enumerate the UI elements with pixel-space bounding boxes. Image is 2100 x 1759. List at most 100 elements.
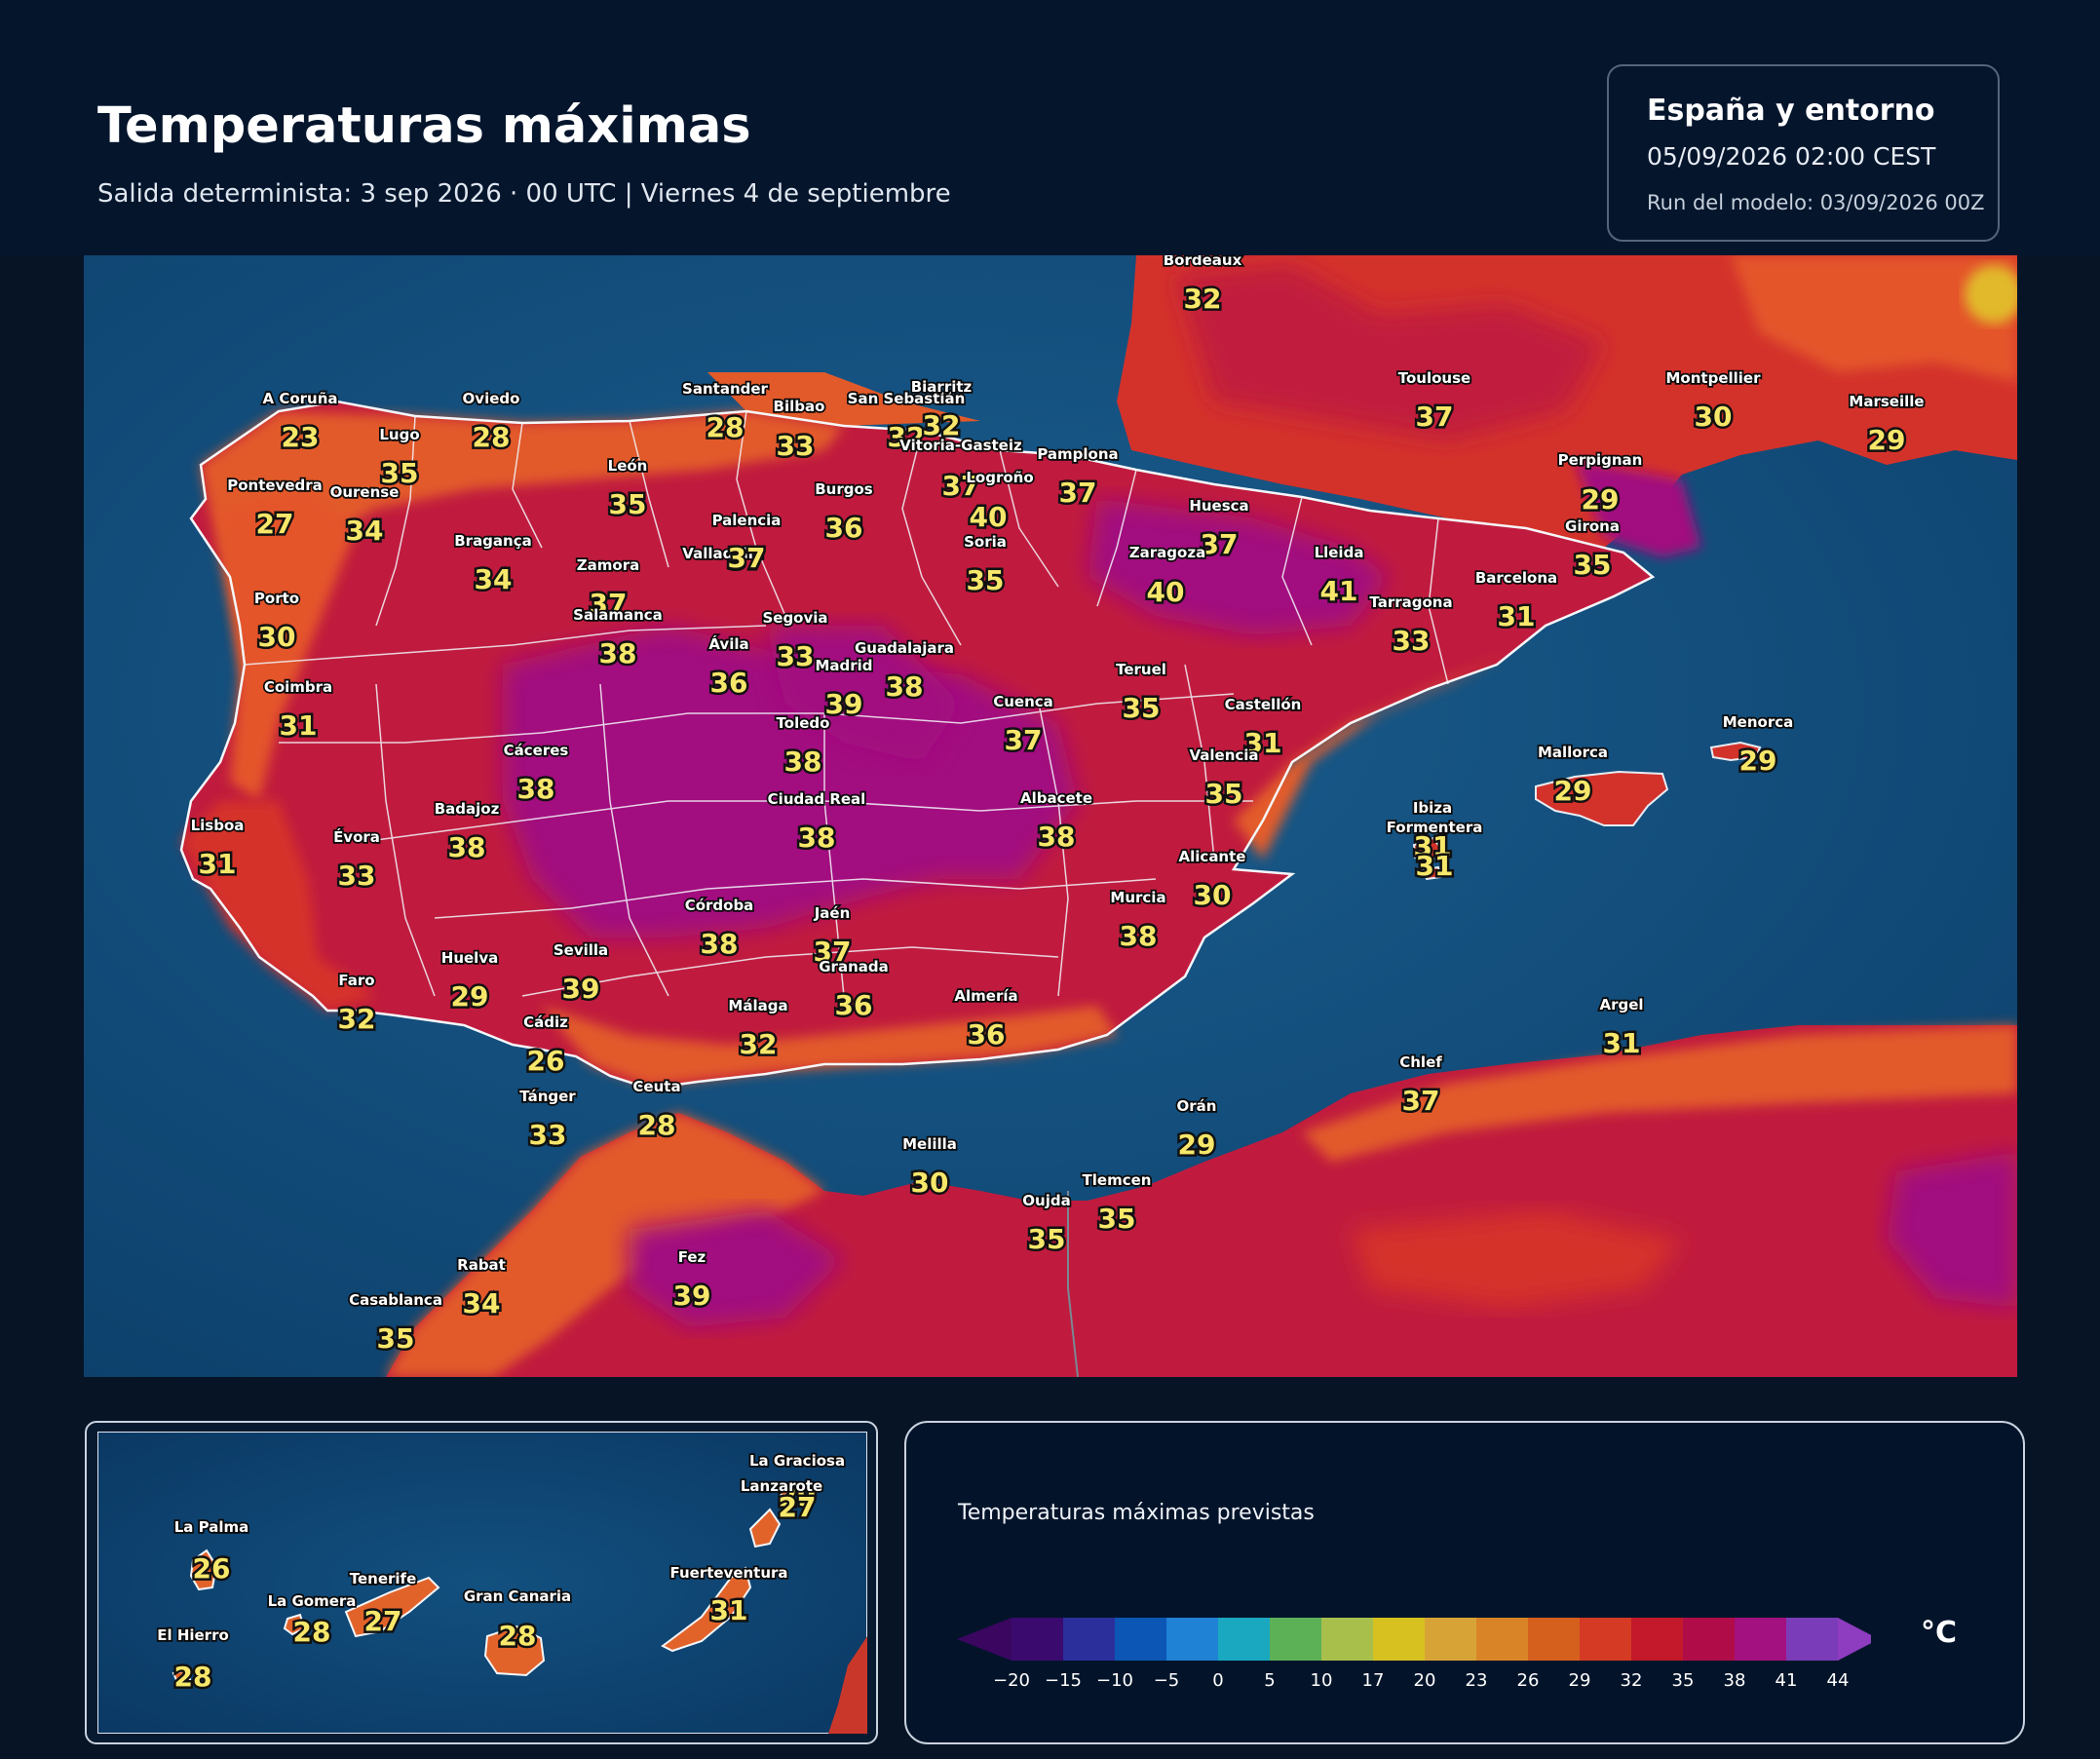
station-value: 33 — [1393, 625, 1431, 657]
island-el-hierro: El Hierro 28 — [155, 1625, 230, 1695]
station-marseille: Marseille 29 — [1848, 391, 1927, 458]
station-name: Tarragona — [1369, 593, 1452, 611]
station-evora: Évora 33 — [331, 825, 381, 894]
legend-panel — [904, 1421, 2025, 1744]
station-value: 26 — [527, 1045, 565, 1077]
station-value: 35 — [381, 457, 419, 489]
morocco-algeria-border — [1067, 1191, 1079, 1377]
station-toledo: Toledo 38 — [775, 712, 831, 780]
station-value: 37 — [1059, 477, 1097, 509]
island-tenerife: Tenerife 27 — [348, 1568, 418, 1639]
station-name: Barcelona — [1475, 569, 1557, 587]
station-value: 39 — [825, 688, 863, 720]
station-name: Cádiz — [523, 1013, 568, 1031]
station-name: Alicante — [1179, 848, 1246, 865]
station-value: 35 — [377, 1322, 415, 1355]
station-girona: Girona 35 — [1563, 516, 1621, 583]
station-leon: León 35 — [606, 455, 649, 522]
station-perpignan: Perpignan 29 — [1556, 449, 1644, 517]
station-value: 29 — [1739, 745, 1777, 777]
station-oujda: Oujda 35 — [1021, 1190, 1073, 1257]
station-name: Bilbao — [774, 398, 825, 415]
station-value: 32 — [1184, 283, 1222, 315]
station-teruel: Teruel 35 — [1114, 659, 1167, 726]
regional-boundaries — [244, 410, 1449, 997]
station-name: Chlef — [1399, 1053, 1442, 1071]
station-value: 36 — [825, 512, 863, 544]
station-name: San Sebastián — [848, 390, 966, 407]
colorbar-tick-label: 38 — [1724, 1670, 1746, 1691]
island-value: 29 — [779, 1480, 817, 1512]
colorbar-segment — [1580, 1618, 1632, 1661]
colorbar-segment — [1735, 1618, 1787, 1661]
station-name: León — [608, 457, 648, 475]
main-map[interactable]: Bordeaux 32 A Coruña 23 Oviedo 28 Santander 28 B… — [84, 255, 2017, 1377]
island-value: 26 — [193, 1552, 231, 1585]
station-name: Santander — [682, 380, 768, 398]
colorbar-segment — [1786, 1618, 1839, 1661]
station-a-coruna: A Coruña 23 — [261, 388, 340, 455]
station-murcia: Murcia 38 — [1109, 887, 1168, 954]
station-caceres: Cáceres 38 — [502, 740, 570, 807]
colorbar-segment — [1321, 1618, 1374, 1661]
colorbar-tick-label: 32 — [1621, 1670, 1643, 1691]
station-palencia: Palencia 37 — [710, 510, 783, 577]
station-fez: Fez 39 — [670, 1246, 713, 1314]
iberia-land — [181, 372, 1653, 1089]
station-zaragoza: Zaragoza 40 — [1127, 542, 1207, 610]
station-value: 38 — [599, 637, 637, 669]
station-faro: Faro 32 — [335, 970, 378, 1037]
colorbar-tick-label: −10 — [1096, 1670, 1133, 1691]
station-value: 35 — [1028, 1223, 1066, 1255]
island-name: Lanzarote — [741, 1477, 822, 1495]
station-guadalajara: Guadalajara 38 — [853, 637, 956, 705]
station-name: Castellón — [1225, 696, 1302, 713]
station-huelva: Huelva 29 — [439, 947, 500, 1014]
region-label: España y entorno — [1647, 94, 1935, 128]
station-argel: Argel 31 — [1598, 994, 1646, 1061]
island-value: 28 — [174, 1661, 212, 1693]
page-subtitle: Salida determinista: 3 sep 2026 · 00 UTC… — [97, 179, 951, 209]
island-name: Tenerife — [350, 1570, 417, 1587]
station-name: Ávila — [708, 634, 748, 653]
colorbar-segment — [1683, 1618, 1736, 1661]
colorbar: −20 −15 −10 −5 0 5 10 17 20 23 26 29 32 35 38 41 44 — [957, 1618, 1871, 1691]
station-value: 39 — [673, 1280, 711, 1312]
station-burgos: Burgos 36 — [814, 478, 875, 546]
station-name: Lisboa — [191, 817, 245, 834]
station-bilbao: Bilbao 33 — [772, 396, 826, 464]
station-value: 29 — [1178, 1128, 1216, 1161]
station-pamplona: Pamplona 37 — [1036, 443, 1121, 511]
station-name: Ourense — [330, 483, 400, 501]
station-value: 33 — [529, 1119, 567, 1151]
station-value: 27 — [256, 508, 294, 540]
island-name: El Hierro — [157, 1626, 229, 1644]
station-name: A Coruña — [262, 390, 337, 407]
station-name: Pamplona — [1037, 445, 1118, 463]
station-name: Mallorca — [1538, 744, 1608, 761]
station-value: 35 — [1123, 692, 1161, 724]
station-name: Tlemcen — [1083, 1171, 1152, 1189]
colorbar-tick-label: 20 — [1414, 1670, 1436, 1691]
station-value: 40 — [970, 501, 1008, 533]
station-name: Lleida — [1315, 544, 1364, 561]
station-name: Porto — [254, 590, 299, 607]
island-value: 31 — [710, 1594, 748, 1626]
station-value: 38 — [798, 822, 836, 854]
station-biarritz: Biarritz 32 — [909, 376, 974, 443]
station-almeria: Almería 36 — [953, 985, 1020, 1052]
island-value: 28 — [499, 1620, 537, 1652]
station-value: 37 — [728, 543, 766, 575]
station-salamanca: Salamanca 38 — [571, 604, 664, 671]
station-value: 31 — [1244, 727, 1282, 759]
station-value: 30 — [1695, 401, 1733, 433]
colorbar-segment — [1166, 1618, 1219, 1661]
station-value: 32 — [888, 421, 926, 453]
colorbar-low-arrow — [957, 1618, 1012, 1661]
station-value: 29 — [1582, 483, 1620, 516]
station-segovia: Segovia 33 — [761, 607, 830, 674]
station-value: 37 — [1402, 1085, 1440, 1117]
